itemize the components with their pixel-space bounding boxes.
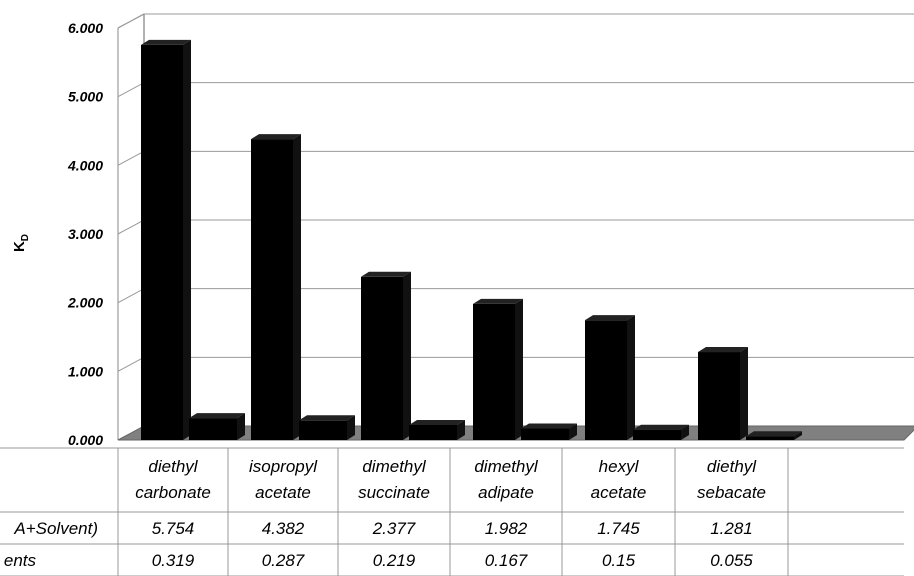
y-tick-label: 5.000	[68, 89, 103, 105]
category-label: dimethyl	[474, 457, 539, 476]
data-label-series1: 5.754	[152, 519, 195, 538]
category-label: carbonate	[135, 483, 211, 502]
bar-s1-front	[361, 276, 403, 440]
bar-s2-side	[457, 419, 465, 440]
y-tick-label: 4.000	[67, 157, 103, 173]
bar-s2-top	[633, 424, 689, 430]
bar-s1-top	[141, 39, 191, 45]
data-table: diethyl carbonate 5.754 0.319 isopropyl aceta…	[0, 447, 904, 576]
bar-s1-top	[585, 315, 635, 321]
category-label: adipate	[478, 483, 534, 502]
data-label-series2: 0.219	[373, 551, 416, 570]
bar-s2-side	[347, 415, 355, 440]
category-label: isopropyl	[249, 457, 318, 476]
bar-s2-side	[569, 423, 577, 440]
category-label: succinate	[358, 483, 430, 502]
bar-s1-front	[585, 320, 627, 440]
bar-s1-side	[293, 134, 301, 440]
y-tick-label: 1.000	[68, 363, 103, 379]
y-tick-label: 3.000	[68, 226, 103, 242]
bar-s2-top	[521, 423, 577, 429]
bar-s2-front	[409, 424, 457, 440]
bar-s1	[141, 39, 191, 440]
y-axis-label-subscript: D	[20, 234, 31, 241]
y-axis-label-main: K	[11, 241, 28, 252]
bar-s1-front	[251, 139, 293, 440]
bar-s2	[521, 423, 577, 440]
bar-s1-side	[515, 298, 523, 440]
series1-row-label: A+Solvent)	[13, 519, 98, 538]
bar-s1-front	[473, 303, 515, 440]
bar-s1-front	[141, 44, 183, 440]
category-label: sebacate	[697, 483, 766, 502]
data-label-series1: 1.982	[485, 519, 528, 538]
bar-s2	[299, 415, 355, 440]
bar-s2	[633, 424, 689, 440]
category-label: diethyl	[707, 457, 757, 476]
bar-s1-top	[473, 298, 523, 304]
bar-s2-top	[189, 413, 245, 419]
bar-s1	[473, 298, 523, 440]
data-label-series1: 4.382	[262, 519, 305, 538]
bar-s2-front	[521, 428, 569, 440]
bar-s2-side	[237, 413, 245, 440]
y-tick-label: 2.000	[67, 295, 103, 311]
data-label-series1: 1.745	[597, 519, 640, 538]
data-label-series2: 0.319	[152, 551, 195, 570]
bar-s2	[189, 413, 245, 440]
bar-s1-side	[403, 271, 411, 440]
category-label: acetate	[591, 483, 647, 502]
bar-s1-top	[361, 271, 411, 277]
gridline-side	[117, 82, 145, 98]
gridline-side	[117, 288, 145, 304]
series2-row-label: ents	[4, 551, 37, 570]
bar-s1-side	[740, 347, 748, 440]
bar-s2	[746, 431, 802, 440]
bar-s1-front	[698, 352, 740, 440]
bar-s1	[585, 315, 635, 440]
bar-s2	[409, 419, 465, 440]
bar-s1-side	[183, 39, 191, 440]
gridline-side	[117, 150, 145, 166]
bar-s2-side	[681, 424, 689, 440]
gridline-side	[117, 356, 145, 372]
bar-s2-top	[299, 415, 355, 421]
category-label: dimethyl	[362, 457, 427, 476]
gridline-side	[117, 13, 145, 29]
bar-s2-front	[189, 418, 237, 440]
data-label-series2: 0.055	[710, 551, 753, 570]
bar-s2-front	[633, 429, 681, 440]
data-label-series1: 2.377	[372, 519, 416, 538]
bar-s1	[698, 347, 748, 440]
bar-s1-top	[251, 134, 301, 140]
y-axis-label: KD	[11, 234, 31, 252]
bar-s2-front	[299, 420, 347, 440]
bar-s2-top	[409, 419, 465, 425]
y-axis-ticks: 0.000 1.000 2.000 3.000 4.000 5.000 6.000	[67, 20, 103, 448]
data-label-series2: 0.167	[485, 551, 528, 570]
bar-s1-top	[698, 347, 748, 353]
gridline-side	[117, 219, 145, 235]
bar-s2-front	[746, 436, 794, 440]
bar-s1	[251, 134, 301, 440]
y-tick-label: 6.000	[68, 20, 103, 36]
bar-s1	[361, 271, 411, 440]
bar-s2-side	[794, 431, 802, 440]
data-label-series2: 0.287	[262, 551, 305, 570]
bars	[141, 39, 802, 440]
category-label: diethyl	[148, 457, 198, 476]
data-label-series1: 1.281	[710, 519, 753, 538]
category-label: acetate	[255, 483, 311, 502]
y-tick-label: 0.000	[68, 432, 103, 448]
category-label: hexyl	[599, 457, 640, 476]
data-label-series2: 0.15	[602, 551, 636, 570]
bar-s2-top	[746, 431, 802, 437]
bar-s1-side	[627, 315, 635, 440]
